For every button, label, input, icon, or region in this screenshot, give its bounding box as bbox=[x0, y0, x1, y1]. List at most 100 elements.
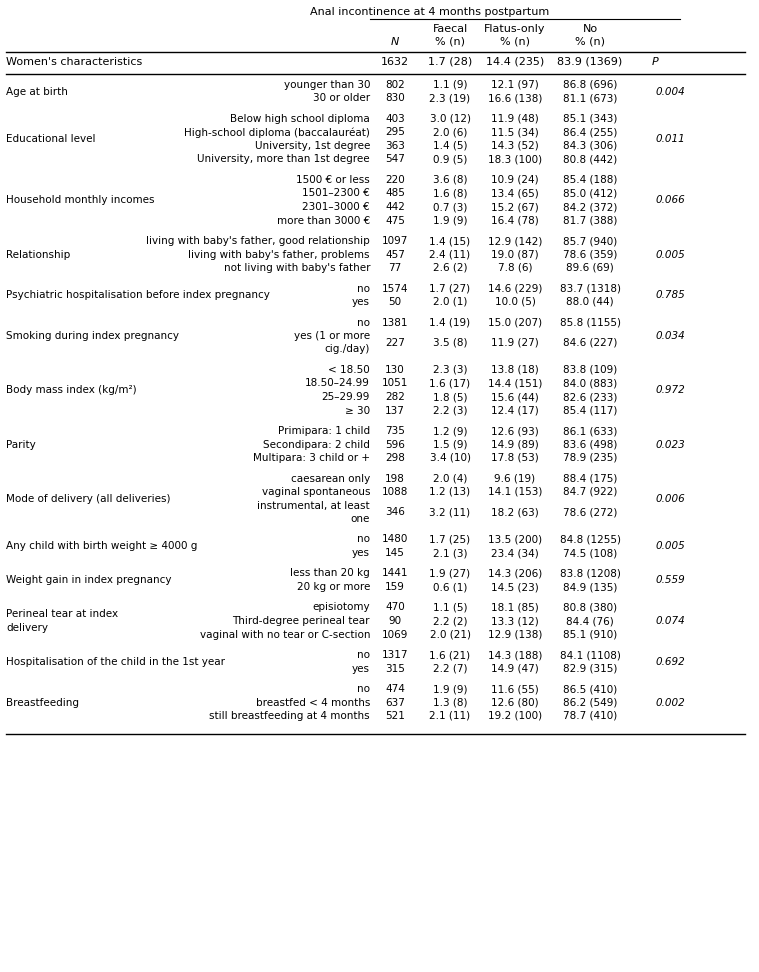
Text: 19.0 (87): 19.0 (87) bbox=[491, 250, 539, 260]
Text: 11.9 (27): 11.9 (27) bbox=[491, 337, 539, 348]
Text: 1069: 1069 bbox=[382, 630, 408, 640]
Text: 13.8 (18): 13.8 (18) bbox=[491, 365, 539, 375]
Text: 85.4 (188): 85.4 (188) bbox=[563, 175, 617, 185]
Text: 282: 282 bbox=[385, 392, 405, 402]
Text: 457: 457 bbox=[385, 250, 405, 260]
Text: No: No bbox=[582, 24, 597, 34]
Text: 1500 € or less: 1500 € or less bbox=[296, 175, 370, 185]
Text: 0.7 (3): 0.7 (3) bbox=[433, 202, 468, 212]
Text: 78.6 (272): 78.6 (272) bbox=[563, 507, 617, 517]
Text: Age at birth: Age at birth bbox=[6, 87, 68, 97]
Text: Anal incontinence at 4 months postpartum: Anal incontinence at 4 months postpartum bbox=[310, 7, 550, 17]
Text: 3.2 (11): 3.2 (11) bbox=[430, 507, 471, 517]
Text: 315: 315 bbox=[385, 664, 405, 674]
Text: 86.4 (255): 86.4 (255) bbox=[563, 127, 617, 137]
Text: 3.6 (8): 3.6 (8) bbox=[433, 175, 468, 185]
Text: Flatus-only: Flatus-only bbox=[484, 24, 546, 34]
Text: 0.004: 0.004 bbox=[655, 87, 685, 97]
Text: Women's characteristics: Women's characteristics bbox=[6, 57, 142, 67]
Text: 0.034: 0.034 bbox=[655, 331, 685, 341]
Text: Multipara: 3 child or +: Multipara: 3 child or + bbox=[253, 453, 370, 463]
Text: 50: 50 bbox=[389, 297, 402, 307]
Text: 1.5 (9): 1.5 (9) bbox=[433, 439, 468, 449]
Text: Secondipara: 2 child: Secondipara: 2 child bbox=[263, 439, 370, 449]
Text: 16.4 (78): 16.4 (78) bbox=[491, 216, 539, 226]
Text: breastfed < 4 months: breastfed < 4 months bbox=[256, 698, 370, 708]
Text: Body mass index (kg/m²): Body mass index (kg/m²) bbox=[6, 385, 137, 396]
Text: 14.4 (151): 14.4 (151) bbox=[488, 378, 542, 389]
Text: 0.9 (5): 0.9 (5) bbox=[433, 155, 468, 164]
Text: 1501–2300 €: 1501–2300 € bbox=[302, 189, 370, 198]
Text: 220: 220 bbox=[385, 175, 405, 185]
Text: Perineal tear at index: Perineal tear at index bbox=[6, 609, 118, 619]
Text: yes: yes bbox=[352, 664, 370, 674]
Text: 1.7 (27): 1.7 (27) bbox=[430, 284, 471, 294]
Text: 1.9 (9): 1.9 (9) bbox=[433, 216, 468, 226]
Text: % (n): % (n) bbox=[435, 37, 465, 47]
Text: one: one bbox=[351, 514, 370, 524]
Text: 1097: 1097 bbox=[382, 236, 408, 246]
Text: Mode of delivery (all deliveries): Mode of delivery (all deliveries) bbox=[6, 494, 171, 503]
Text: 12.6 (93): 12.6 (93) bbox=[491, 426, 539, 436]
Text: 2.3 (3): 2.3 (3) bbox=[433, 365, 468, 375]
Text: 1.6 (21): 1.6 (21) bbox=[430, 650, 471, 660]
Text: 0.074: 0.074 bbox=[655, 616, 685, 626]
Text: 1441: 1441 bbox=[382, 569, 408, 578]
Text: 90: 90 bbox=[389, 616, 402, 626]
Text: 470: 470 bbox=[385, 603, 405, 612]
Text: 14.6 (229): 14.6 (229) bbox=[488, 284, 542, 294]
Text: 18.1 (85): 18.1 (85) bbox=[491, 603, 539, 612]
Text: 14.9 (47): 14.9 (47) bbox=[491, 664, 539, 674]
Text: 84.9 (135): 84.9 (135) bbox=[563, 582, 617, 592]
Text: University, more than 1st degree: University, more than 1st degree bbox=[197, 155, 370, 164]
Text: 475: 475 bbox=[385, 216, 405, 226]
Text: 88.0 (44): 88.0 (44) bbox=[566, 297, 614, 307]
Text: Primipara: 1 child: Primipara: 1 child bbox=[278, 426, 370, 436]
Text: 2.1 (3): 2.1 (3) bbox=[433, 548, 468, 558]
Text: 84.8 (1255): 84.8 (1255) bbox=[559, 535, 621, 544]
Text: 1.1 (5): 1.1 (5) bbox=[433, 603, 468, 612]
Text: 1.8 (5): 1.8 (5) bbox=[433, 392, 468, 402]
Text: cig./day): cig./day) bbox=[325, 344, 370, 355]
Text: N: N bbox=[391, 37, 399, 47]
Text: Hospitalisation of the child in the 1st year: Hospitalisation of the child in the 1st … bbox=[6, 657, 225, 667]
Text: 84.1 (1108): 84.1 (1108) bbox=[559, 650, 620, 660]
Text: 80.8 (442): 80.8 (442) bbox=[563, 155, 617, 164]
Text: Parity: Parity bbox=[6, 439, 36, 449]
Text: 9.6 (19): 9.6 (19) bbox=[494, 473, 536, 483]
Text: 0.559: 0.559 bbox=[655, 575, 685, 585]
Text: 14.3 (206): 14.3 (206) bbox=[488, 569, 542, 578]
Text: less than 20 kg: less than 20 kg bbox=[290, 569, 370, 578]
Text: 2.0 (1): 2.0 (1) bbox=[433, 297, 468, 307]
Text: 85.1 (910): 85.1 (910) bbox=[563, 630, 617, 640]
Text: 19.2 (100): 19.2 (100) bbox=[488, 711, 542, 721]
Text: 0.6 (1): 0.6 (1) bbox=[433, 582, 468, 592]
Text: 14.9 (89): 14.9 (89) bbox=[491, 439, 539, 449]
Text: 1.9 (9): 1.9 (9) bbox=[433, 684, 468, 694]
Text: no: no bbox=[357, 318, 370, 328]
Text: 1317: 1317 bbox=[382, 650, 408, 660]
Text: 442: 442 bbox=[385, 202, 405, 212]
Text: 86.8 (696): 86.8 (696) bbox=[563, 80, 617, 90]
Text: 83.8 (1208): 83.8 (1208) bbox=[559, 569, 620, 578]
Text: 85.7 (940): 85.7 (940) bbox=[563, 236, 617, 246]
Text: 83.7 (1318): 83.7 (1318) bbox=[559, 284, 621, 294]
Text: no: no bbox=[357, 535, 370, 544]
Text: instrumental, at least: instrumental, at least bbox=[257, 501, 370, 510]
Text: 1.3 (8): 1.3 (8) bbox=[433, 698, 468, 708]
Text: % (n): % (n) bbox=[500, 37, 530, 47]
Text: 81.7 (388): 81.7 (388) bbox=[563, 216, 617, 226]
Text: 0.972: 0.972 bbox=[655, 385, 685, 396]
Text: 14.5 (23): 14.5 (23) bbox=[491, 582, 539, 592]
Text: not living with baby's father: not living with baby's father bbox=[223, 263, 370, 273]
Text: 18.3 (100): 18.3 (100) bbox=[488, 155, 542, 164]
Text: yes (1 or more: yes (1 or more bbox=[294, 331, 370, 341]
Text: Psychiatric hospitalisation before index pregnancy: Psychiatric hospitalisation before index… bbox=[6, 291, 270, 300]
Text: 227: 227 bbox=[385, 337, 405, 348]
Text: Relationship: Relationship bbox=[6, 250, 71, 260]
Text: still breastfeeding at 4 months: still breastfeeding at 4 months bbox=[209, 711, 370, 721]
Text: Third-degree perineal tear: Third-degree perineal tear bbox=[232, 616, 370, 626]
Text: 1.6 (8): 1.6 (8) bbox=[433, 189, 468, 198]
Text: 81.1 (673): 81.1 (673) bbox=[563, 93, 617, 103]
Text: 20 kg or more: 20 kg or more bbox=[297, 582, 370, 592]
